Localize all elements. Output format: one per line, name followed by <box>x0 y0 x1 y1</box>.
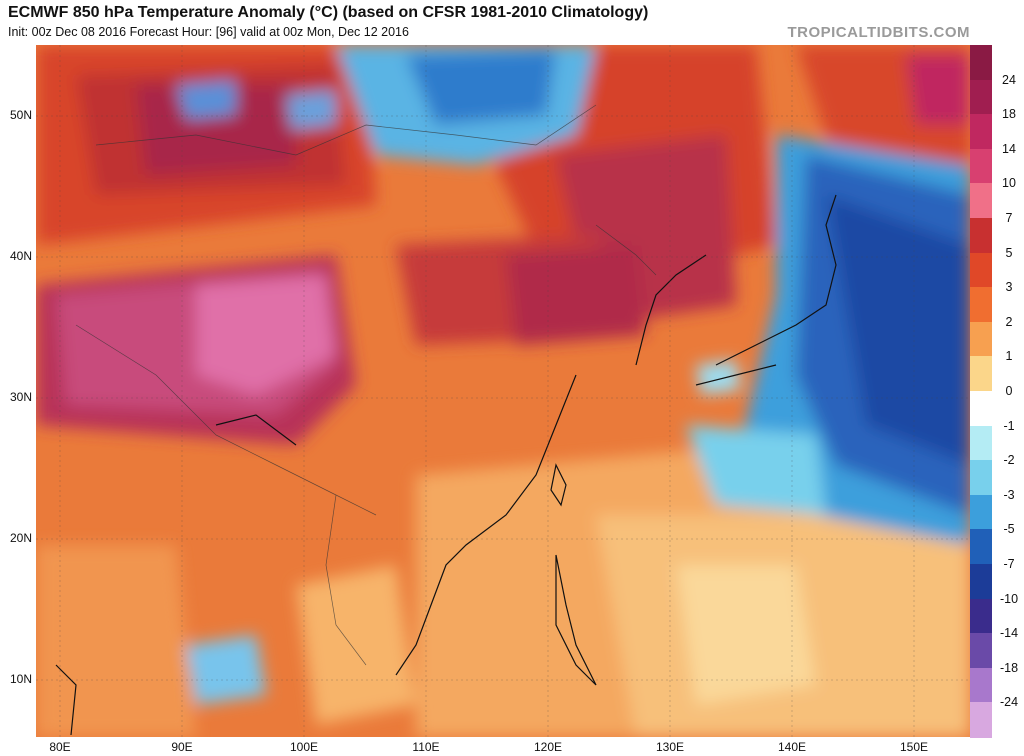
colorbar-label: 2 <box>1005 314 1013 329</box>
colorbar-label: -2 <box>1003 453 1015 468</box>
colorbar-segment <box>970 252 992 289</box>
colorbar-segment <box>970 529 992 565</box>
colorbar-segment <box>970 183 992 219</box>
colorbar-segment <box>970 598 992 635</box>
colorbar-segment <box>970 79 992 116</box>
colorbar-segment <box>970 425 992 462</box>
lon-label-80e: 80E <box>49 740 71 754</box>
lat-label-10n: 10N <box>9 672 32 686</box>
colorbar-segment <box>970 287 992 323</box>
colorbar-segment <box>970 218 992 254</box>
colorbar <box>970 45 992 738</box>
colorbar-segment <box>970 45 992 80</box>
lon-label-150e: 150E <box>899 740 929 754</box>
colorbar-label: -7 <box>1003 557 1015 571</box>
forecast-info: Init: 00z Dec 08 2016 Forecast Hour: [96… <box>8 25 409 39</box>
lon-label-130e: 130E <box>655 740 685 754</box>
lon-label-90e: 90E <box>171 740 193 754</box>
colorbar-label: -18 <box>999 660 1019 675</box>
graticule <box>36 45 970 737</box>
colorbar-segment <box>970 667 992 704</box>
anomaly-field <box>36 45 970 737</box>
lon-label-110e: 110E <box>412 740 440 754</box>
colorbar-segment <box>970 356 992 392</box>
colorbar-label: 14 <box>1002 141 1016 156</box>
colorbar-segment <box>970 633 992 669</box>
colorbar-segment <box>970 148 992 185</box>
colorbar-segment <box>970 460 992 496</box>
lon-label-140e: 140E <box>777 740 807 754</box>
colorbar-label: -24 <box>999 695 1019 710</box>
lat-label-30n: 30N <box>9 390 32 404</box>
colorbar-segment <box>970 114 992 150</box>
colorbar-label: 3 <box>1005 280 1013 295</box>
colorbar-segment <box>970 494 992 531</box>
colorbar-label: -14 <box>999 626 1019 641</box>
anomaly-map[interactable] <box>36 45 970 737</box>
colorbar-label: 10 <box>1002 176 1016 191</box>
colorbar-label: -3 <box>1003 487 1015 502</box>
brand-watermark[interactable]: TROPICALTIDBITS.COM <box>787 24 970 41</box>
colorbar-label: -1 <box>1003 418 1015 433</box>
colorbar-label: 0 <box>1005 384 1013 398</box>
borders <box>75 104 657 666</box>
colorbar-label: 5 <box>1005 245 1013 260</box>
colorbar-label: 1 <box>1005 349 1013 364</box>
chart-title: ECMWF 850 hPa Temperature Anomaly (°C) (… <box>8 4 649 21</box>
lat-label-20n: 20N <box>9 531 32 545</box>
colorbar-label: 18 <box>1002 107 1016 122</box>
coastlines <box>55 194 837 736</box>
colorbar-segment <box>970 564 992 600</box>
colorbar-segment <box>970 321 992 358</box>
colorbar-label: 7 <box>1005 211 1013 225</box>
lon-label-120e: 120E <box>533 740 563 754</box>
lat-label-40n: 40N <box>9 249 32 263</box>
colorbar-label: -10 <box>999 591 1019 606</box>
lat-label-50n: 50N <box>9 108 32 122</box>
lon-label-100e: 100E <box>289 740 319 754</box>
colorbar-segment <box>970 391 992 427</box>
colorbar-label: -5 <box>1003 522 1015 537</box>
colorbar-segment <box>970 702 992 738</box>
colorbar-label: 24 <box>1002 72 1016 87</box>
